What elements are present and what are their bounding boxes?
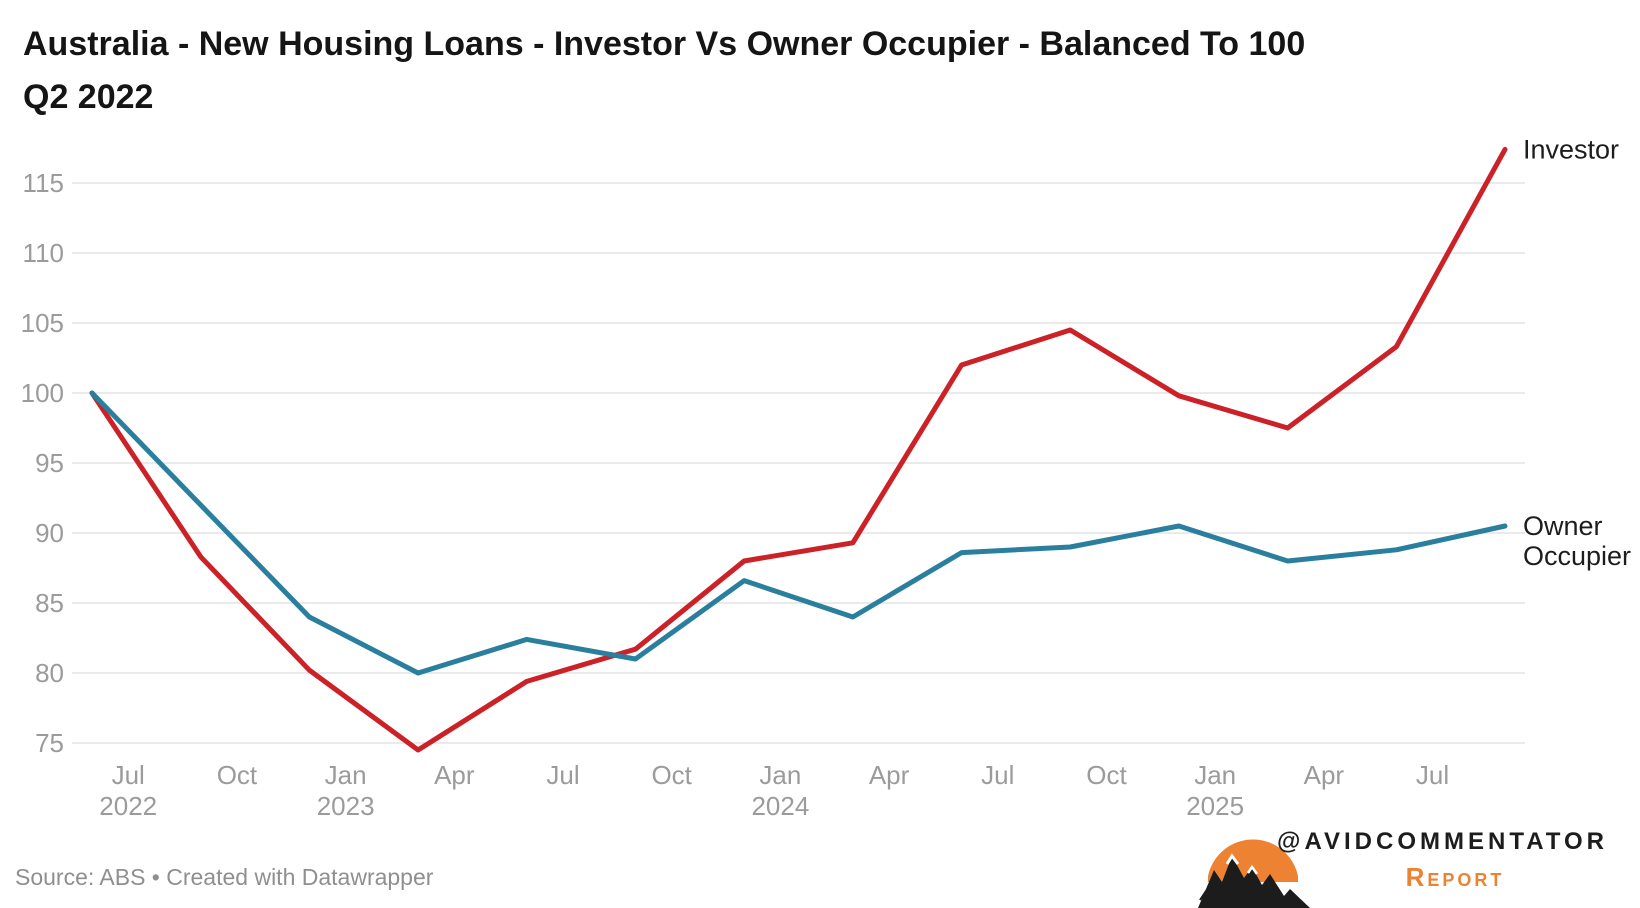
x-tick-month-label: Apr [869, 760, 910, 790]
chart-title-line2: Q2 2022 [23, 77, 154, 116]
series-end-label-owner-occupier: Occupier [1523, 541, 1631, 571]
x-tick-year-label: 2025 [1186, 791, 1244, 821]
branding-wordmark: Report [1405, 862, 1505, 892]
x-tick-month-label: Jul [546, 760, 579, 790]
x-tick-month-label: Oct [1086, 760, 1127, 790]
x-tick-month-label: Oct [217, 760, 258, 790]
x-tick-month-label: Jan [759, 760, 801, 790]
x-tick-month-label: Apr [434, 760, 475, 790]
x-tick-month-label: Jul [1416, 760, 1449, 790]
y-tick-label: 105 [21, 308, 64, 338]
x-tick-month-label: Jul [981, 760, 1014, 790]
y-tick-label: 95 [35, 448, 64, 478]
series-line-investor[interactable] [89, 146, 1508, 753]
x-tick-month-label: Oct [651, 760, 692, 790]
series-line-owner-occupier[interactable] [89, 390, 1508, 676]
y-tick-label: 115 [23, 168, 64, 198]
series-end-label-investor: Investor [1523, 134, 1619, 164]
source-note: Source: ABS • Created with Datawrapper [15, 864, 434, 890]
y-tick-label: 75 [35, 728, 64, 758]
y-tick-label: 85 [35, 588, 64, 618]
chart-title: Australia - New Housing Loans - Investor… [23, 18, 1583, 123]
x-tick-month-label: Jan [325, 760, 367, 790]
x-tick-year-label: 2022 [99, 791, 157, 821]
y-tick-label: 80 [35, 658, 64, 688]
x-tick-month-label: Jul [112, 760, 145, 790]
x-tick-year-label: 2023 [317, 791, 375, 821]
branding-handle: @AVIDCOMMENTATOR [1277, 828, 1608, 855]
series-end-label-owner-occupier: Owner [1523, 511, 1603, 541]
mountain-sun-logo-icon [1198, 839, 1310, 908]
branding-block: @AVIDCOMMENTATOR Report [1150, 788, 1620, 908]
y-tick-label: 100 [21, 378, 64, 408]
y-tick-label: 90 [35, 518, 64, 548]
x-tick-month-label: Apr [1304, 760, 1345, 790]
y-tick-label: 110 [23, 238, 64, 268]
chart-title-line1: Australia - New Housing Loans - Investor… [23, 25, 1306, 63]
x-tick-year-label: 2024 [751, 791, 809, 821]
x-tick-month-label: Jan [1194, 760, 1236, 790]
